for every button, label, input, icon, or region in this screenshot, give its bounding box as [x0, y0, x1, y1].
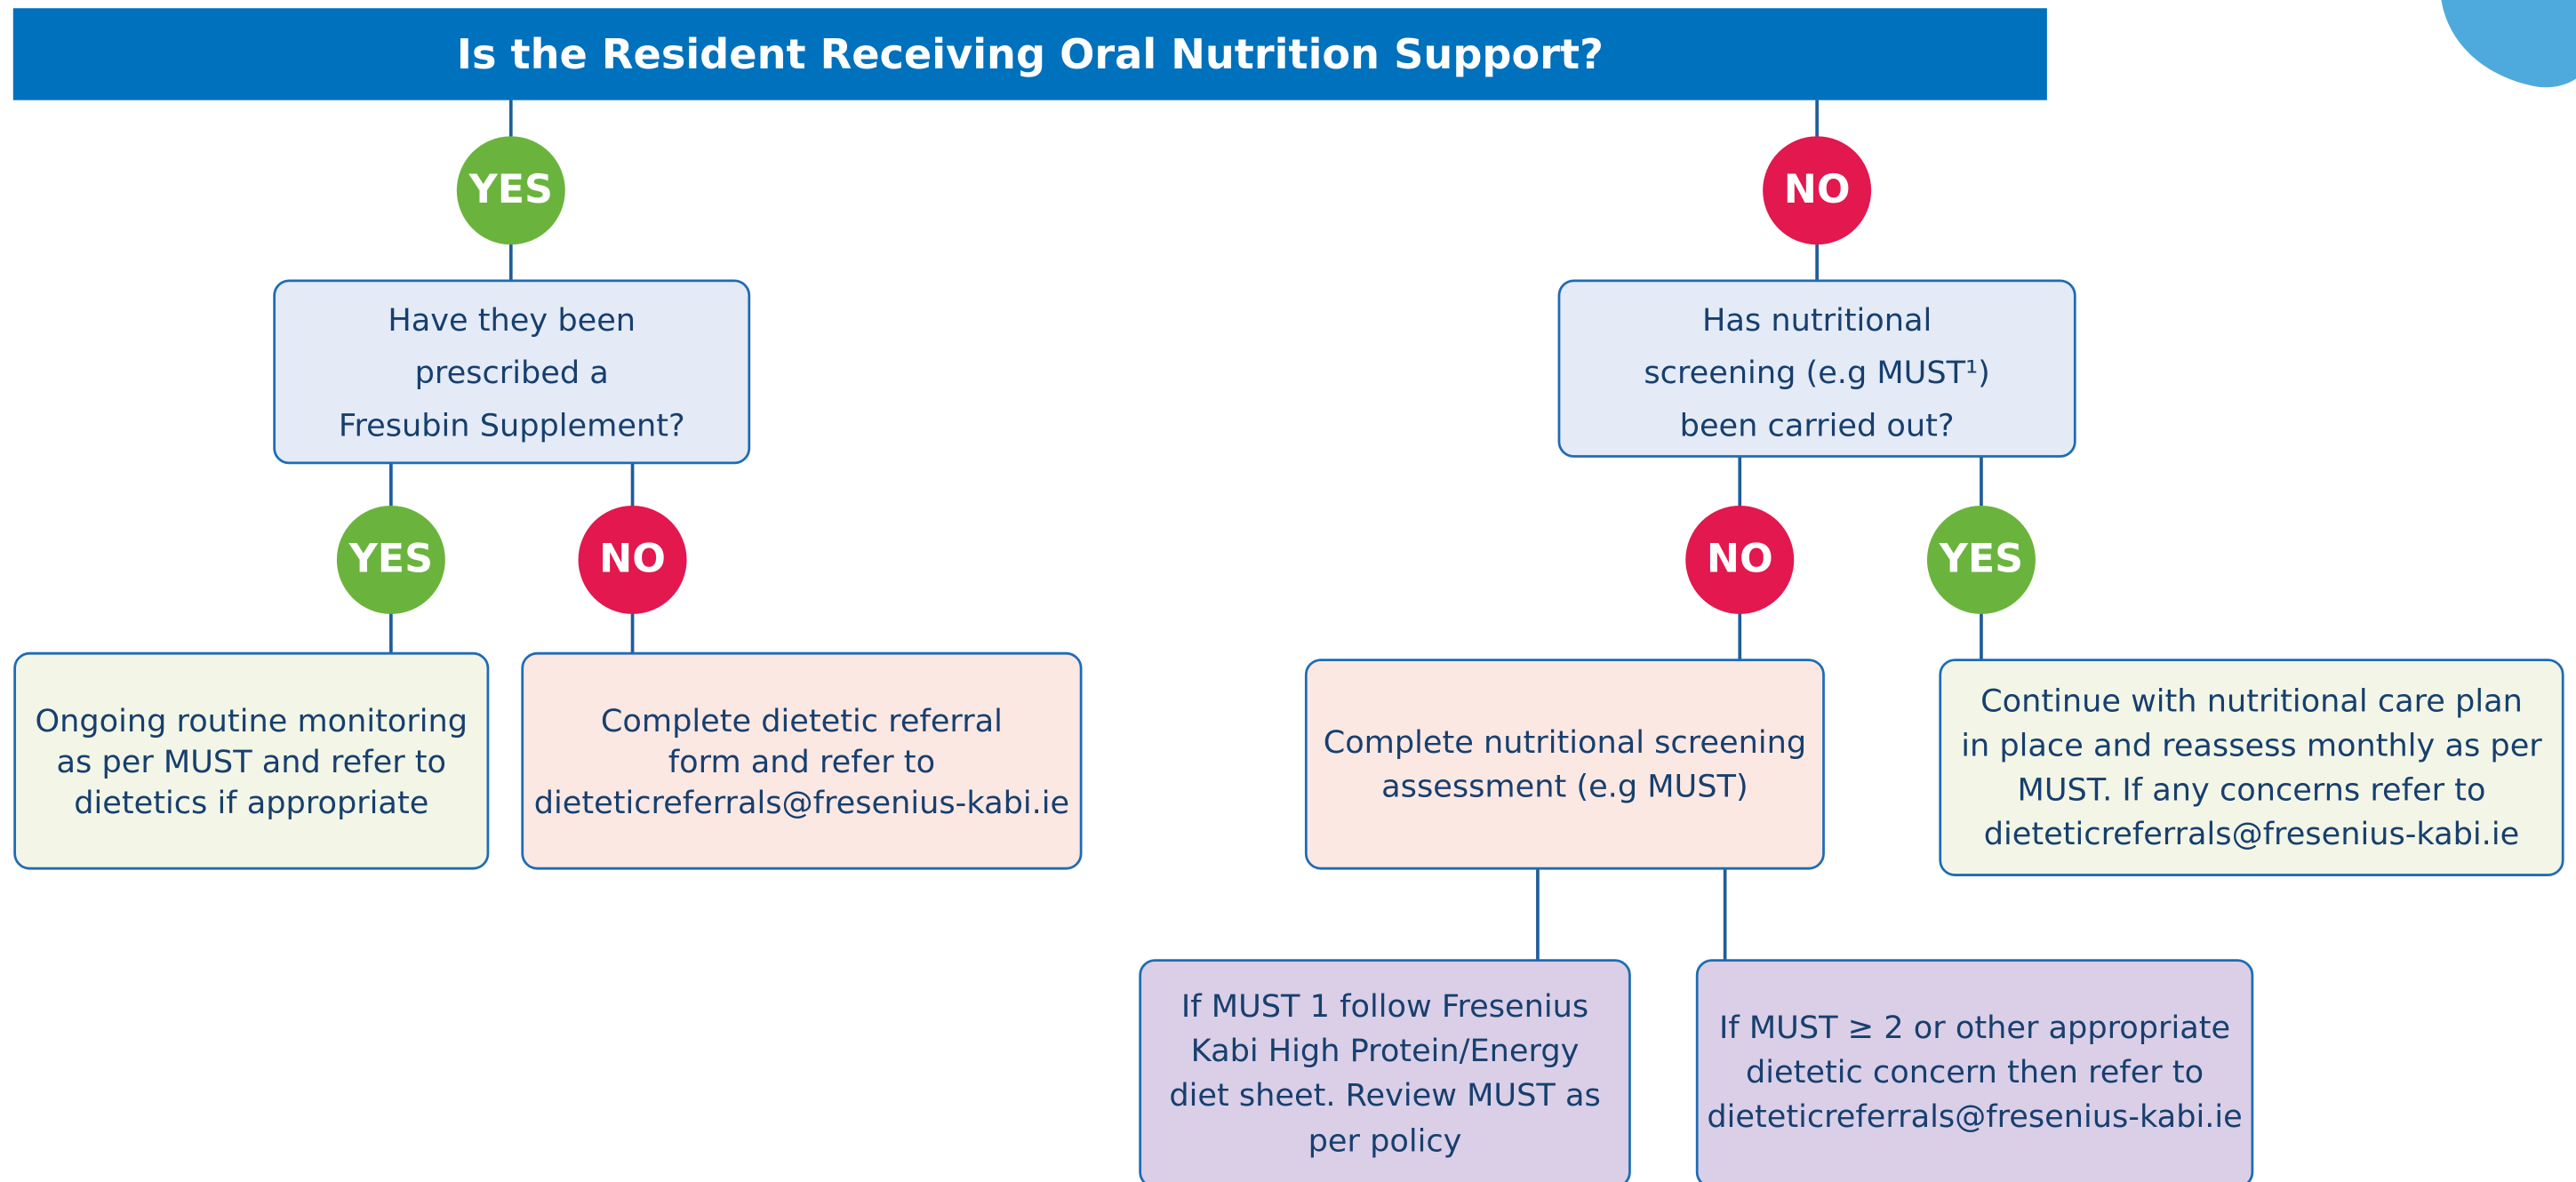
badge-label: NO — [1784, 167, 1851, 212]
node-text: dietetics if appropriate — [74, 785, 428, 821]
node-text: MUST. If any concerns refer to — [2018, 771, 2486, 808]
node-text: screening (e.g MUST¹) — [1644, 355, 1989, 391]
node-text: Ongoing routine monitoring — [35, 703, 468, 739]
node-text: If MUST 1 follow Fresenius — [1181, 988, 1588, 1025]
node-text: been carried out? — [1680, 407, 1955, 443]
node-text: form and refer to — [668, 744, 935, 780]
node-text: Kabi High Protein/Energy — [1191, 1033, 1580, 1069]
node-text: Have they been — [388, 302, 636, 339]
node-text: Complete nutritional screening — [1324, 724, 1806, 761]
node-text: as per MUST and refer to — [57, 744, 447, 780]
node-text: Complete dietetic referral — [601, 703, 1003, 739]
flowchart: Is the Resident Receiving Oral Nutrition… — [0, 0, 2576, 1182]
node-text: prescribed a — [415, 355, 609, 391]
badge-label: YES — [348, 537, 433, 582]
header-title: Is the Resident Receiving Oral Nutrition… — [457, 30, 1604, 78]
node-text: assessment (e.g MUST) — [1381, 769, 1748, 805]
node-text: dieteticreferrals@fresenius-kabi.ie — [1707, 1098, 2242, 1135]
decoration — [2441, 0, 2576, 87]
node-text: dieteticreferrals@fresenius-kabi.ie — [1984, 816, 2519, 852]
node-text: dieteticreferrals@fresenius-kabi.ie — [534, 785, 1069, 821]
page: {"header": {"title": "Is the Resident Re… — [0, 0, 2576, 1182]
node-text: If MUST ≥ 2 or other appropriate — [1719, 1010, 2230, 1046]
badge-label: NO — [599, 537, 666, 582]
node-text: diet sheet. Review MUST as — [1169, 1077, 1600, 1114]
badge-label: NO — [1707, 537, 1773, 582]
node-text: in place and reassess monthly as per — [1961, 727, 2542, 763]
badge-label: YES — [1939, 537, 2023, 582]
node-text: dietetic concern then refer to — [1746, 1054, 2204, 1090]
node-text: per policy — [1308, 1123, 1462, 1160]
node-box — [1306, 660, 1823, 869]
node-text: Has nutritional — [1702, 302, 1932, 339]
node-text: Fresubin Supplement? — [339, 407, 685, 443]
badge-label: YES — [468, 167, 553, 212]
node-text: Continue with nutritional care plan — [1980, 683, 2523, 720]
